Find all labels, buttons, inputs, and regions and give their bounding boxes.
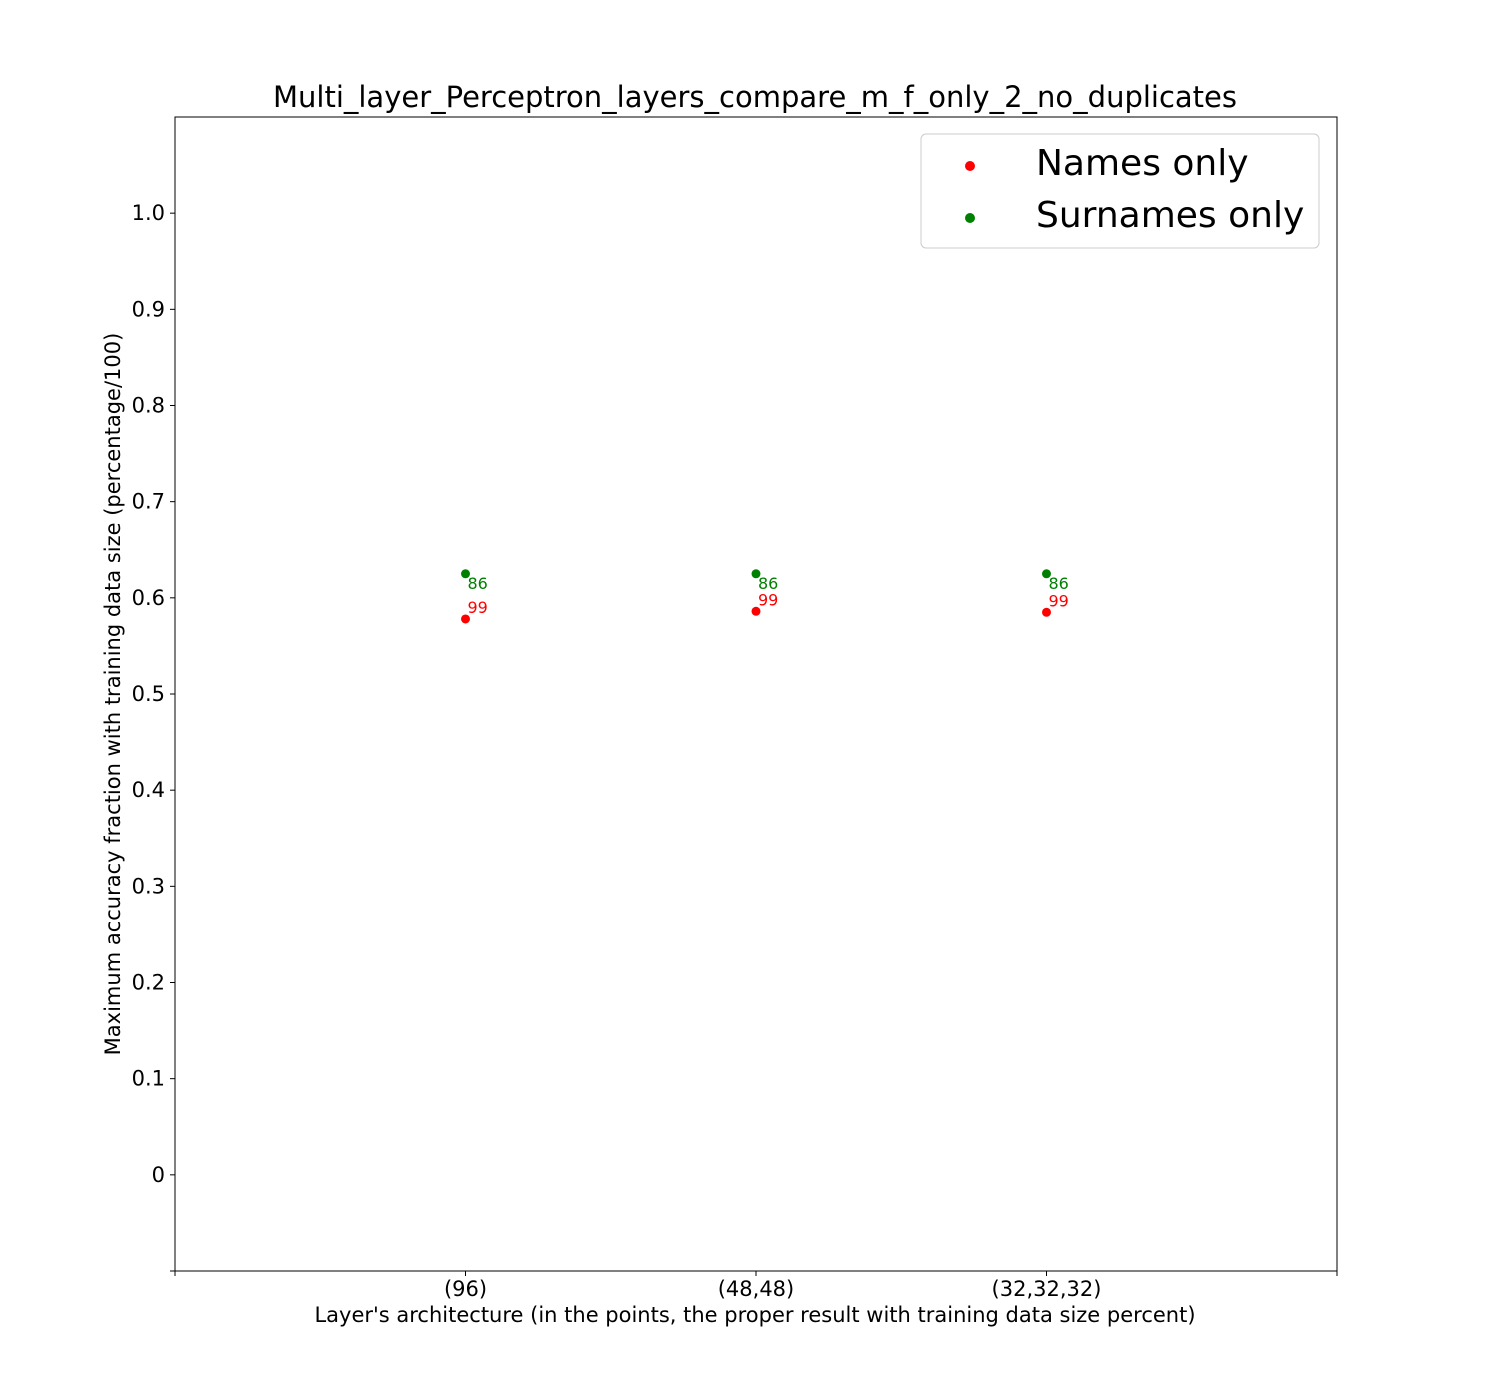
y-tick-label: 0.3 — [132, 874, 165, 898]
legend-label-names-only: Names only — [1036, 143, 1249, 184]
data-point-names-only — [1042, 607, 1051, 617]
data-point-names-only — [751, 606, 761, 616]
y-tick-label: 0.6 — [132, 586, 165, 610]
x-axis-label: Layer's architecture (in the points, the… — [314, 1303, 1195, 1327]
y-tick-label: 0 — [152, 1163, 165, 1187]
data-point-surnames-only — [1042, 569, 1051, 579]
legend-marker-surnames-only — [965, 213, 975, 223]
data-label-names-only: 99 — [1049, 591, 1069, 610]
chart-title: Multi_layer_Perceptron_layers_compare_m_… — [273, 80, 1237, 114]
legend-marker-names-only — [965, 161, 975, 171]
y-tick-label: 0.1 — [132, 1067, 165, 1091]
y-tick-label: 0.9 — [132, 297, 165, 321]
legend: Names only Surnames only — [920, 133, 1320, 249]
x-tick-label: (48,48) — [718, 1277, 795, 1301]
x-axis-ticks: (96) (48,48) (32,32,32) — [174, 1271, 1338, 1301]
y-tick-label: 0.2 — [132, 971, 165, 995]
data-label-surnames-only: 86 — [758, 574, 778, 593]
y-axis-label: Maximum accuracy fraction with training … — [101, 333, 125, 1056]
data-label-surnames-only: 86 — [468, 574, 488, 593]
y-tick-label: 0.8 — [132, 394, 165, 418]
y-tick-label: 1.0 — [132, 201, 165, 225]
y-tick-label: 0.5 — [132, 682, 165, 706]
data-label-surnames-only: 86 — [1049, 574, 1069, 593]
y-tick-label: 0.7 — [132, 490, 165, 514]
y-tick-label: 0.4 — [132, 778, 165, 802]
legend-box — [920, 133, 1320, 249]
data-point-surnames-only — [461, 569, 470, 579]
data-point-surnames-only — [751, 569, 761, 579]
data-label-names-only: 99 — [758, 590, 778, 609]
data-label-names-only: 99 — [468, 598, 488, 617]
plot-area-frame — [174, 116, 1338, 1272]
y-axis-ticks: 0 0.1 0.2 0.3 0.4 0.5 0.6 0.7 0.8 0.9 1.0 — [132, 201, 175, 1272]
data-point-names-only — [461, 614, 470, 624]
legend-label-surnames-only: Surnames only — [1036, 195, 1304, 236]
x-tick-label: (32,32,32) — [992, 1277, 1102, 1301]
x-tick-label: (96) — [444, 1277, 487, 1301]
